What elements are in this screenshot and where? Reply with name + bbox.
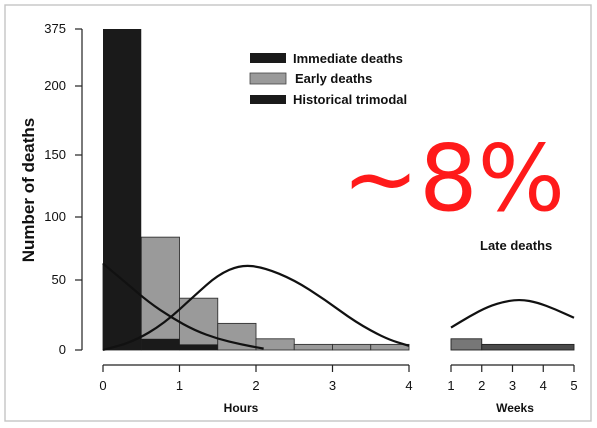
- hours-tick-label: 2: [252, 378, 259, 393]
- late-deaths-curve: [450, 298, 575, 329]
- immediate-deaths-bar: [141, 338, 180, 350]
- immediate-deaths-bar: [103, 29, 142, 350]
- hours-tick-label: 1: [176, 378, 183, 393]
- chart-frame: [4, 4, 592, 422]
- legend-swatch-immediate: [250, 53, 286, 63]
- late-deaths-label: Late deaths: [480, 238, 552, 253]
- early-deaths-bar: [293, 343, 333, 351]
- y-axis-title: Number of deaths: [19, 118, 38, 263]
- hours-axis-title: Hours: [224, 401, 259, 415]
- immediate-deaths-bar: [179, 344, 218, 350]
- legend-label-immediate: Immediate deaths: [293, 51, 403, 66]
- y-tick-label: 200: [44, 78, 66, 93]
- early-deaths-bar: [179, 297, 219, 351]
- early-deaths-bar: [370, 343, 410, 351]
- immediate-deaths-bars: [103, 29, 218, 350]
- weeks-tick-label: 5: [570, 378, 577, 393]
- legend-label-early: Early deaths: [295, 71, 372, 86]
- late-deaths-bars: [450, 338, 575, 351]
- immediate-deaths-curve: [102, 262, 264, 350]
- weeks-tick-label: 2: [478, 378, 485, 393]
- y-tick-label: 375: [44, 21, 66, 36]
- weeks-tick-label: 3: [509, 378, 516, 393]
- legend-label-trimodal: Historical trimodal: [293, 92, 407, 107]
- early-deaths-curve: [102, 264, 410, 352]
- y-tick-label: 0: [59, 342, 66, 357]
- early-deaths-bar: [140, 236, 180, 351]
- hours-tick-label: 0: [99, 378, 106, 393]
- percentage-overlay: ~8%: [342, 125, 565, 232]
- weeks-tick-label: 1: [447, 378, 454, 393]
- weeks-axis-title: Weeks: [496, 401, 534, 415]
- late-deaths-bar: [481, 343, 575, 351]
- y-tick-label: 150: [44, 147, 66, 162]
- y-tick-marks: [75, 28, 82, 351]
- hours-tick-label: 4: [405, 378, 412, 393]
- x-tick-marks: [102, 365, 575, 372]
- legend-swatch-trimodal: [250, 95, 286, 104]
- hours-tick-label: 3: [329, 378, 336, 393]
- weeks-tick-label: 4: [540, 378, 547, 393]
- late-deaths-bar: [450, 338, 483, 351]
- legend-swatch-early: [249, 72, 287, 85]
- y-tick-label: 50: [52, 272, 66, 287]
- y-tick-label: 100: [44, 209, 66, 224]
- legend: Immediate deaths Early deaths Historical…: [249, 51, 407, 107]
- distribution-curves: [102, 262, 575, 352]
- early-deaths-bar: [332, 343, 372, 351]
